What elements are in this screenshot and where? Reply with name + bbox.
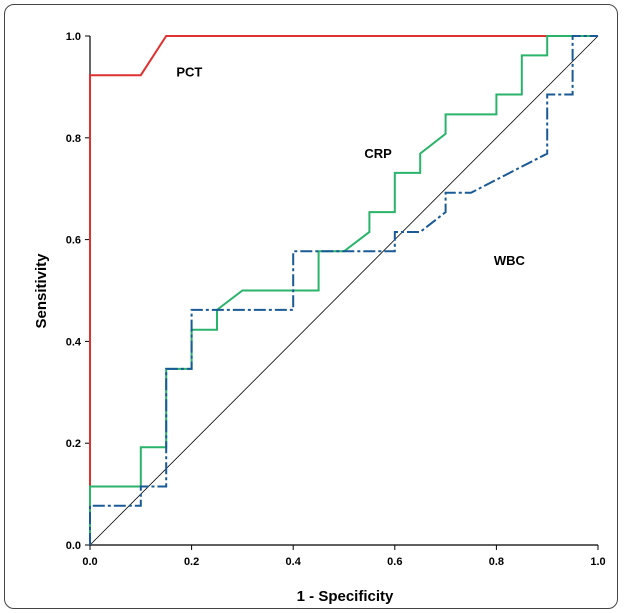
x-tick-label: 0.4 [286, 556, 302, 568]
y-tick-label: 0.4 [66, 336, 82, 348]
x-tick-label: 0.6 [387, 556, 402, 568]
y-tick-label: 0.8 [66, 133, 81, 145]
series-line-wbc [89, 35, 598, 545]
chart-frame [4, 4, 618, 609]
series-label-crp: CRP [364, 146, 392, 161]
x-tick-label: 0.2 [184, 556, 199, 568]
x-tick-label: 1.0 [590, 556, 605, 568]
reference-diagonal-line [89, 35, 599, 546]
y-tick-label: 0.6 [66, 235, 81, 247]
y-tick-label: 0.0 [66, 540, 81, 552]
series-label-pct: PCT [176, 65, 202, 80]
x-tick-label: 0.8 [489, 556, 504, 568]
y-tick-label: 1.0 [66, 31, 81, 43]
x-axis-title: 1 - Specificity [297, 588, 394, 605]
y-axis-title: Sensitivity [33, 253, 50, 329]
series-line-pct [89, 35, 598, 545]
y-tick-label: 0.2 [66, 438, 81, 450]
x-tick-label: 0.0 [82, 556, 97, 568]
plot-area: 0.0 0.2 0.4 0.6 0.8 1.0 0.0 0.2 0.4 0.6 0.8 1.0 PCT C… [66, 31, 606, 568]
series-label-wbc: WBC [494, 253, 526, 268]
